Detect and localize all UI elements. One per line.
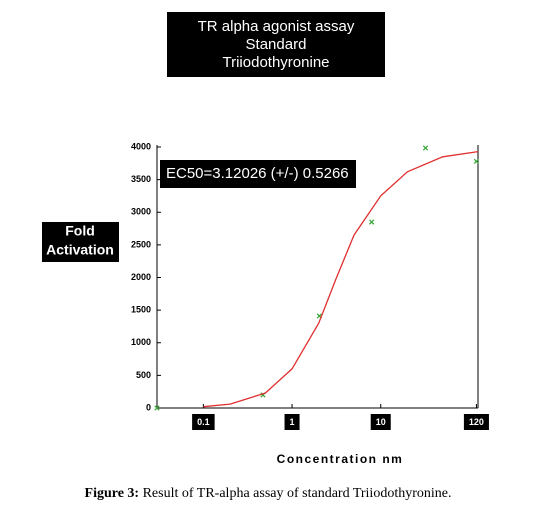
y-tick-label: 4000: [131, 141, 151, 151]
x-tick-label: 0.1: [197, 417, 210, 427]
x-tick-label: 10: [376, 417, 386, 427]
plot: 0 500 1000 1500 2000 2500 3000 3500 4000 0.1 1 10 12…: [131, 141, 489, 430]
x-tick-label: 120: [469, 417, 484, 427]
title-line: TR alpha agonist assay: [198, 18, 355, 35]
y-axis-label: Fold: [65, 223, 95, 239]
title-line: Standard: [246, 36, 307, 53]
data-point: [422, 145, 429, 151]
data-point: [368, 219, 375, 225]
y-tick-label: 2500: [131, 239, 151, 249]
y-tick-label: 0: [146, 402, 151, 412]
ylabel-box: [42, 222, 119, 262]
y-tick-label: 500: [136, 370, 151, 380]
y-tick-label: 3000: [131, 207, 151, 217]
caption: Figure 3: Result of TR-alpha assay of st…: [85, 486, 452, 501]
x-tick-label: 1: [290, 417, 295, 427]
caption-label: Figure 3:: [85, 486, 140, 501]
title-box: [167, 12, 385, 77]
annotation-box: [160, 160, 356, 188]
title-line: Triiodothyronine: [223, 54, 330, 71]
data-point: [154, 405, 160, 411]
x-tick-box: [370, 414, 391, 430]
x-tick-box: [284, 414, 300, 430]
annotation: EC50=3.12026 (+/-) 0.5266: [166, 165, 349, 182]
caption-text: Result of TR-alpha assay of standard Tri…: [143, 486, 452, 501]
fit-curve: [203, 150, 479, 408]
y-tick-label: 3500: [131, 174, 151, 184]
y-tick-label: 1000: [131, 337, 151, 347]
y-tick-label: 1500: [131, 305, 151, 315]
x-tick-box: [463, 414, 489, 430]
y-tick-label: 2000: [131, 272, 151, 282]
data-point: [473, 158, 480, 165]
y-axis-label: Activation: [46, 242, 114, 258]
x-axis-label: Concentration nm: [277, 452, 404, 466]
x-tick-box: [192, 414, 215, 430]
